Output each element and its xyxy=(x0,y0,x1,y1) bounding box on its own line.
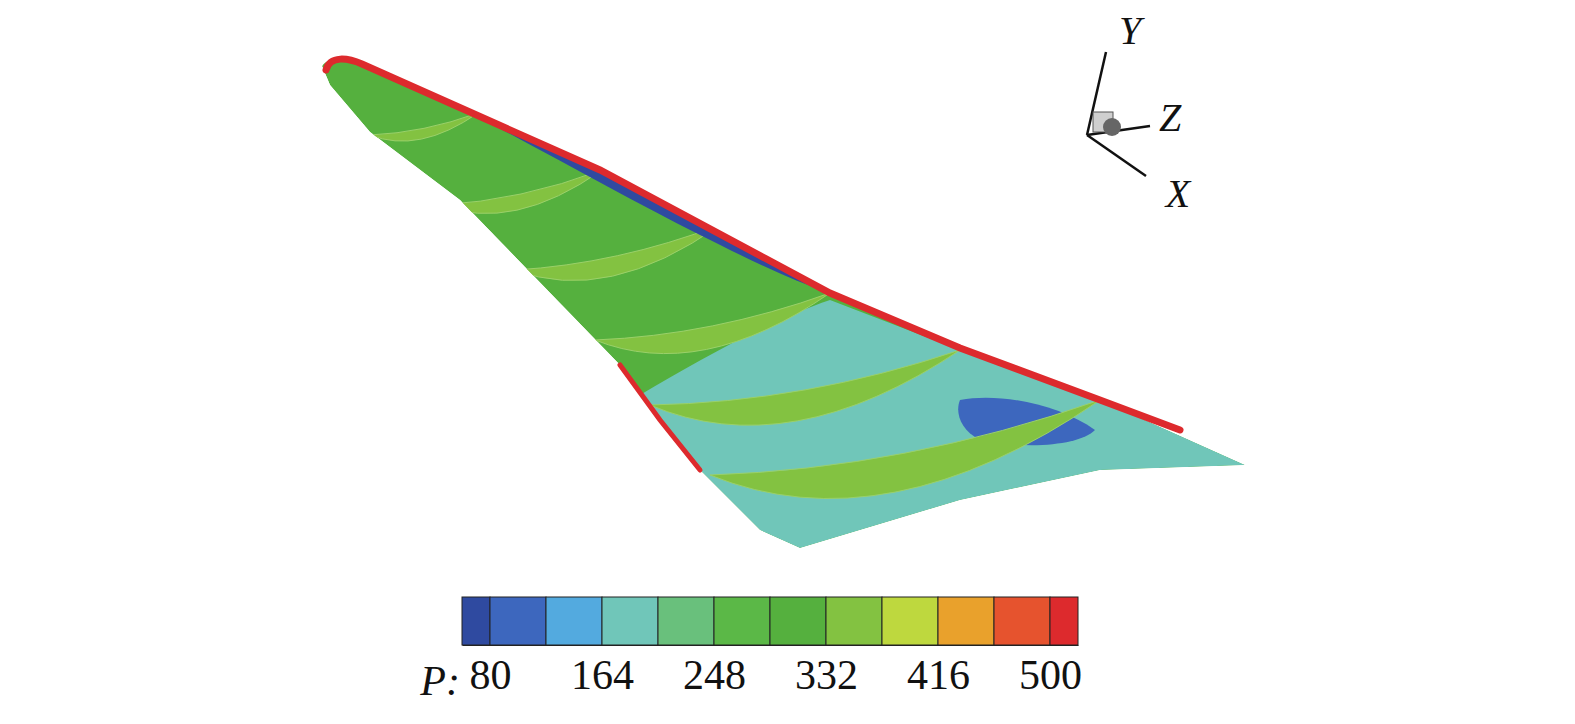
colorbar-tick: 164 xyxy=(571,645,634,698)
edge-pressure xyxy=(326,59,1180,430)
surface xyxy=(322,59,1245,548)
surface-band xyxy=(710,400,1100,499)
colorbar-cell xyxy=(1050,597,1078,645)
colorbar-axis: 80 164 248 332 416 500 xyxy=(463,645,1083,698)
surface-band xyxy=(595,293,830,354)
colorbar-tick-label: 332 xyxy=(795,652,858,698)
colorbar-cell xyxy=(994,597,1050,645)
colorbar-cell xyxy=(462,597,490,645)
colorbar-tick: 500 xyxy=(1019,645,1082,698)
colorbar-cell xyxy=(490,597,546,645)
colorbar: 80 164 248 332 416 500 P: xyxy=(419,597,1082,704)
figure: YZX 80 164 248 332 416 500 P: xyxy=(0,0,1575,724)
colorbar-tick: 248 xyxy=(683,645,746,698)
surface-band xyxy=(370,113,478,141)
surface-band xyxy=(440,170,602,214)
colorbar-cell xyxy=(658,597,714,645)
colorbar-cell xyxy=(826,597,882,645)
colorbar-tick: 332 xyxy=(795,645,858,698)
triad-label: X xyxy=(1164,171,1192,216)
surface-main xyxy=(322,59,1245,548)
colorbar-cell xyxy=(546,597,602,645)
axis-triad: YZX xyxy=(1087,8,1192,216)
colorbar-cell xyxy=(882,597,938,645)
triad-sphere xyxy=(1103,118,1121,136)
colorbar-tick: 80 xyxy=(470,645,512,698)
colorbar-cell xyxy=(770,597,826,645)
colorbar-cell xyxy=(714,597,770,645)
surface-band xyxy=(650,350,960,425)
colorbar-tick-label: 248 xyxy=(683,652,746,698)
colorbar-tick: 416 xyxy=(907,645,970,698)
colorbar-tick-label: 416 xyxy=(907,652,970,698)
colorbar-label: P: xyxy=(419,658,460,704)
colorbar-tick-label: 80 xyxy=(470,652,512,698)
surface-band xyxy=(515,225,720,281)
triad-line xyxy=(1087,135,1146,176)
surface-clip xyxy=(322,59,1245,548)
colorbar-tick-label: 164 xyxy=(571,652,634,698)
colorbar-cell xyxy=(602,597,658,645)
triad-label: Z xyxy=(1159,95,1182,140)
colorbar-cell xyxy=(938,597,994,645)
triad-label: Y xyxy=(1119,8,1145,53)
colorbar-axis-line xyxy=(463,645,1079,646)
edge-pressure xyxy=(620,365,700,470)
colorbar-tick-label: 500 xyxy=(1019,652,1082,698)
